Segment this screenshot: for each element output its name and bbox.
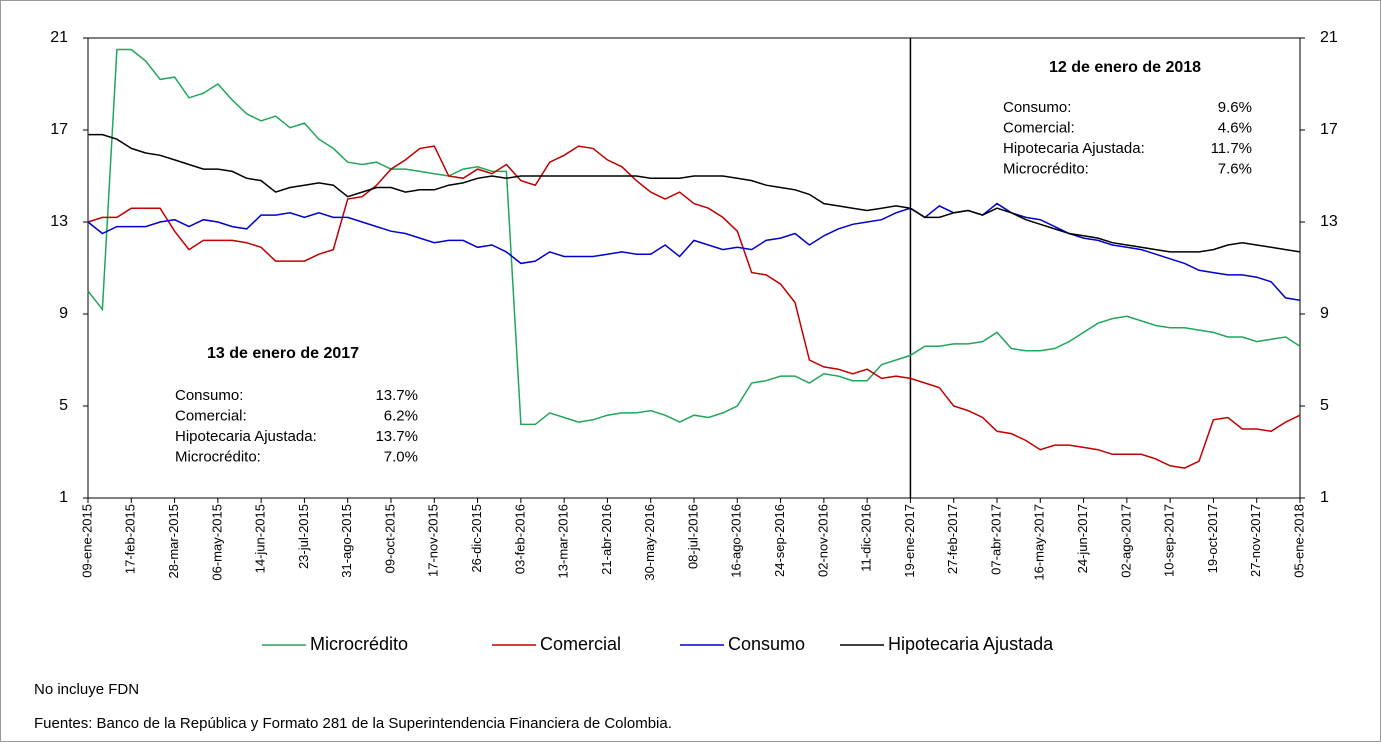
annotation-label: Comercial:: [175, 407, 247, 424]
x-tick-label: 16-may-2017: [1032, 504, 1047, 581]
x-tick-label: 05-ene-2018: [1291, 504, 1306, 578]
annotation-label: Comercial:: [1003, 119, 1075, 136]
annotation-value: 13.7%: [375, 428, 418, 445]
x-tick-label: 03-feb-2016: [512, 504, 527, 574]
annotation-value: 9.6%: [1218, 99, 1252, 116]
source: Fuentes: Banco de la República y Formato…: [34, 715, 672, 732]
y2-tick-label: 17: [1320, 121, 1338, 138]
legend-label: Hipotecaria Ajustada: [888, 634, 1054, 654]
annotation-value: 4.6%: [1218, 119, 1252, 136]
series-line: [87, 145, 1301, 469]
annotation-value: 7.6%: [1218, 160, 1252, 177]
y-tick-label: 13: [50, 213, 68, 230]
y-tick-label: 21: [50, 29, 68, 46]
x-tick-label: 02-ago-2017: [1118, 504, 1133, 578]
x-tick-label: 10-sep-2017: [1162, 504, 1177, 577]
y2-tick-label: 5: [1320, 397, 1329, 414]
x-tick-label: 31-ago-2015: [339, 504, 354, 578]
note: No incluye FDN: [34, 681, 139, 698]
series-line: [87, 202, 1301, 301]
x-tick-label: 24-jun-2017: [1075, 504, 1090, 573]
y-tick-label: 5: [59, 397, 68, 414]
annotation-label: Microcrédito:: [1003, 160, 1089, 177]
y-tick-label: 1: [59, 489, 68, 506]
annotation-title: 13 de enero de 2017: [207, 345, 359, 362]
legend-label: Consumo: [728, 634, 805, 654]
x-tick-label: 16-ago-2016: [729, 504, 744, 578]
x-tick-label: 30-may-2016: [642, 504, 657, 581]
x-tick-label: 06-may-2015: [209, 504, 224, 581]
annotation-label: Microcrédito:: [175, 448, 261, 465]
x-tick-label: 27-nov-2017: [1248, 504, 1263, 577]
x-tick-label: 24-sep-2016: [772, 504, 787, 577]
annotation-value: 13.7%: [375, 387, 418, 404]
annotation-title: 12 de enero de 2018: [1049, 59, 1201, 76]
x-tick-label: 07-abr-2017: [988, 504, 1003, 575]
legend-label: Microcrédito: [310, 634, 408, 654]
x-tick-label: 14-jun-2015: [253, 504, 268, 573]
x-tick-label: 13-mar-2016: [556, 504, 571, 578]
series-line: [87, 48, 1301, 426]
x-tick-label: 09-ene-2015: [79, 504, 94, 578]
x-tick-label: 28-mar-2015: [166, 504, 181, 578]
annotation-label: Hipotecaria Ajustada:: [175, 428, 317, 445]
y2-tick-label: 21: [1320, 29, 1338, 46]
annotation-value: 7.0%: [384, 448, 418, 465]
x-tick-label: 11-dic-2016: [859, 504, 874, 572]
x-tick-label: 02-nov-2016: [815, 504, 830, 577]
x-tick-label: 08-jul-2016: [685, 504, 700, 569]
y2-tick-label: 9: [1320, 305, 1329, 322]
annotation-value: 6.2%: [384, 407, 418, 424]
annotation-value: 11.7%: [1211, 140, 1252, 157]
x-tick-label: 19-oct-2017: [1205, 504, 1220, 573]
legend-label: Comercial: [540, 634, 621, 654]
annotation-label: Consumo:: [1003, 99, 1071, 116]
x-tick-label: 09-oct-2015: [382, 504, 397, 573]
series-line: [88, 133, 1301, 253]
x-tick-label: 17-nov-2015: [426, 504, 441, 577]
x-tick-label: 19-ene-2017: [902, 504, 917, 578]
y2-tick-label: 13: [1320, 213, 1338, 230]
x-tick-label: 21-abr-2016: [599, 504, 614, 575]
y-tick-label: 9: [59, 305, 68, 322]
annotation-label: Consumo:: [175, 387, 243, 404]
annotation-label: Hipotecaria Ajustada:: [1003, 140, 1145, 157]
x-tick-label: 23-jul-2015: [296, 504, 311, 569]
x-tick-label: 26-dic-2015: [469, 504, 484, 573]
y-tick-label: 17: [50, 121, 68, 138]
x-tick-label: 17-feb-2015: [123, 504, 138, 574]
x-tick-label: 27-feb-2017: [945, 504, 960, 574]
y2-tick-label: 1: [1320, 489, 1329, 506]
